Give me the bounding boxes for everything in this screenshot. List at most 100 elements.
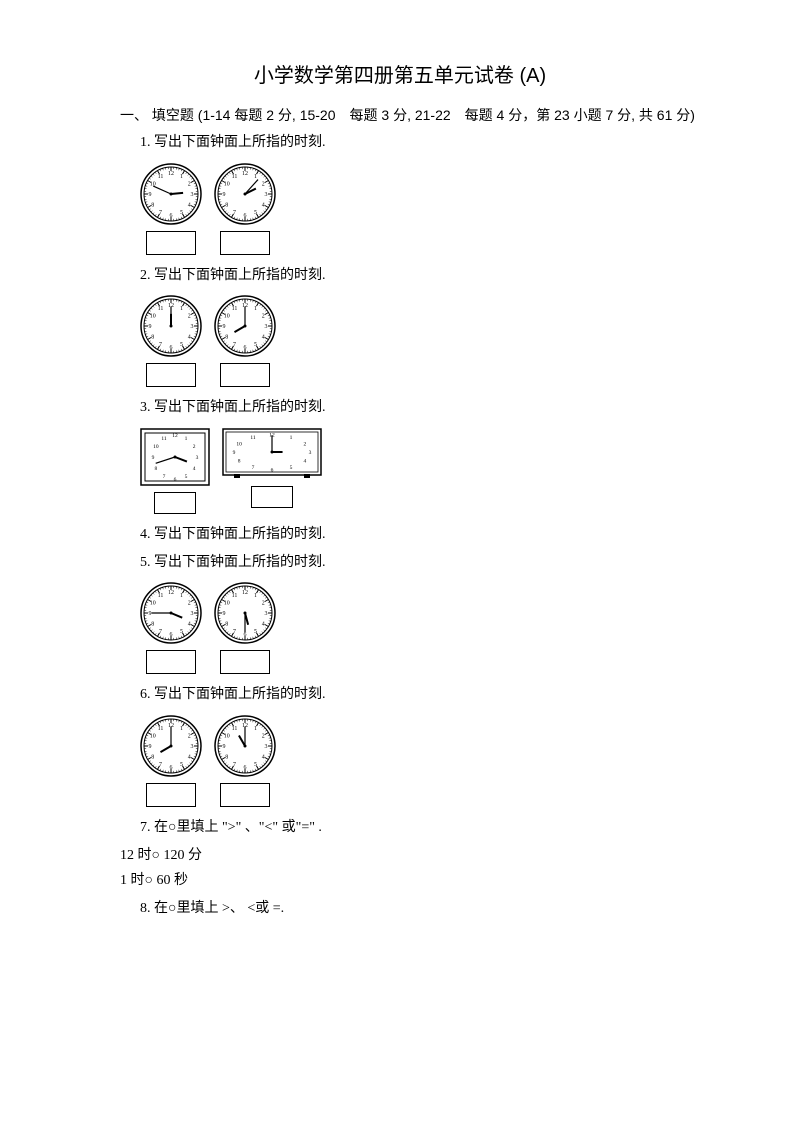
svg-text:8: 8 <box>225 754 228 760</box>
svg-text:2: 2 <box>188 181 191 187</box>
svg-text:4: 4 <box>262 202 265 208</box>
svg-text:2: 2 <box>262 314 265 320</box>
svg-text:8: 8 <box>151 754 154 760</box>
svg-text:4: 4 <box>193 466 196 472</box>
svg-text:8: 8 <box>225 335 228 341</box>
svg-text:7: 7 <box>252 465 255 471</box>
svg-text:6: 6 <box>170 213 173 219</box>
svg-text:5: 5 <box>254 630 257 636</box>
svg-text:8: 8 <box>151 202 154 208</box>
svg-text:10: 10 <box>224 733 230 739</box>
answer-box[interactable] <box>220 650 270 674</box>
svg-text:7: 7 <box>159 630 162 636</box>
svg-text:5: 5 <box>254 762 257 768</box>
answer-box[interactable] <box>146 783 196 807</box>
q2-clock-2: 123456789101112 <box>214 295 276 387</box>
answer-box[interactable] <box>146 363 196 387</box>
svg-text:10: 10 <box>150 733 156 739</box>
svg-text:11: 11 <box>158 306 164 312</box>
svg-text:8: 8 <box>151 622 154 628</box>
svg-text:9: 9 <box>222 192 225 198</box>
svg-text:7: 7 <box>163 474 166 480</box>
svg-text:3: 3 <box>191 744 194 750</box>
svg-text:8: 8 <box>225 202 228 208</box>
svg-text:7: 7 <box>233 630 236 636</box>
svg-text:8: 8 <box>151 335 154 341</box>
answer-box[interactable] <box>154 492 196 514</box>
svg-text:3: 3 <box>191 192 194 198</box>
svg-text:3: 3 <box>191 611 194 617</box>
svg-text:3: 3 <box>265 324 268 330</box>
answer-box[interactable] <box>251 486 293 508</box>
svg-text:7: 7 <box>233 762 236 768</box>
svg-text:4: 4 <box>304 458 307 464</box>
svg-text:2: 2 <box>188 733 191 739</box>
question-2: 2. 写出下面钟面上所指的时刻. <box>140 265 740 287</box>
q7-line-b: 1 时○ 60 秒 <box>120 870 740 892</box>
svg-text:2: 2 <box>188 314 191 320</box>
svg-text:10: 10 <box>150 314 156 320</box>
svg-text:1: 1 <box>254 306 257 312</box>
q5-clock-1: 123456789101112 <box>140 582 202 674</box>
svg-text:2: 2 <box>262 181 265 187</box>
svg-text:5: 5 <box>185 474 188 480</box>
answer-box[interactable] <box>220 231 270 255</box>
svg-text:4: 4 <box>188 202 191 208</box>
question-7: 7. 在○里填上 ">" 、"<" 或"=" . <box>140 817 740 839</box>
svg-text:11: 11 <box>158 593 164 599</box>
q6-clocks: 123456789101112 123456789101112 <box>140 715 740 807</box>
svg-text:11: 11 <box>161 435 167 441</box>
q5-clock-2: 123456789101112 <box>214 582 276 674</box>
svg-text:1: 1 <box>290 435 293 441</box>
svg-text:9: 9 <box>233 450 236 456</box>
svg-text:6: 6 <box>170 345 173 351</box>
svg-text:1: 1 <box>180 593 183 599</box>
q6-clock-1: 123456789101112 <box>140 715 202 807</box>
question-6: 6. 写出下面钟面上所指的时刻. <box>140 684 740 706</box>
question-8: 8. 在○里填上 >、 <或 =. <box>140 898 740 920</box>
svg-text:9: 9 <box>222 324 225 330</box>
svg-text:7: 7 <box>233 210 236 216</box>
svg-text:11: 11 <box>158 174 164 180</box>
svg-text:1: 1 <box>180 306 183 312</box>
q1-clocks: 123456789101112 123456789101112 <box>140 163 740 255</box>
svg-text:4: 4 <box>262 622 265 628</box>
q6-clock-2: 123456789101112 <box>214 715 276 807</box>
svg-text:5: 5 <box>290 465 293 471</box>
svg-text:11: 11 <box>232 306 238 312</box>
svg-text:1: 1 <box>254 593 257 599</box>
svg-text:8: 8 <box>238 458 241 464</box>
svg-text:6: 6 <box>174 477 177 483</box>
svg-text:6: 6 <box>170 632 173 638</box>
svg-text:11: 11 <box>232 725 238 731</box>
svg-text:5: 5 <box>254 210 257 216</box>
question-3: 3. 写出下面钟面上所指的时刻. <box>140 397 740 419</box>
answer-box[interactable] <box>220 783 270 807</box>
svg-text:9: 9 <box>148 192 151 198</box>
svg-text:7: 7 <box>233 342 236 348</box>
svg-text:4: 4 <box>262 754 265 760</box>
page-title: 小学数学第四册第五单元试卷 (A) <box>60 60 740 92</box>
svg-text:5: 5 <box>180 630 183 636</box>
svg-text:2: 2 <box>262 601 265 607</box>
answer-box[interactable] <box>220 363 270 387</box>
q7-line-a: 12 时○ 120 分 <box>120 845 740 867</box>
svg-text:12: 12 <box>242 590 248 596</box>
svg-text:3: 3 <box>265 611 268 617</box>
svg-text:3: 3 <box>309 450 312 456</box>
q3-clocks: 123456789101112 123456789101112 <box>140 428 740 514</box>
svg-text:12: 12 <box>172 433 178 439</box>
q3-clock-1: 123456789101112 <box>140 428 210 514</box>
svg-text:10: 10 <box>236 441 242 447</box>
svg-text:5: 5 <box>180 342 183 348</box>
svg-text:2: 2 <box>193 444 196 450</box>
q1-clock-1: 123456789101112 <box>140 163 202 255</box>
svg-text:7: 7 <box>159 342 162 348</box>
svg-text:9: 9 <box>152 455 155 461</box>
answer-box[interactable] <box>146 650 196 674</box>
q2-clock-1: 123456789101112 <box>140 295 202 387</box>
svg-text:6: 6 <box>244 632 247 638</box>
svg-text:1: 1 <box>185 435 188 441</box>
answer-box[interactable] <box>146 231 196 255</box>
svg-text:2: 2 <box>304 441 307 447</box>
